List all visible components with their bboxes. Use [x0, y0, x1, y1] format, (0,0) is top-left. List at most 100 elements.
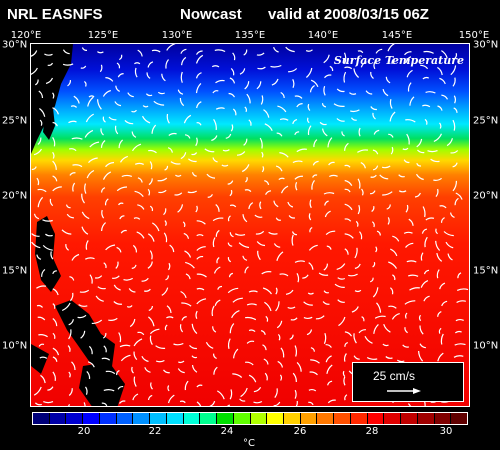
current-vector — [134, 62, 141, 65]
current-vector — [71, 137, 83, 140]
current-vector — [435, 228, 438, 235]
lon-label-135: 135°E — [234, 30, 266, 41]
current-vector — [168, 132, 177, 136]
lon-label-150: 150°E — [458, 30, 490, 41]
current-vector — [358, 329, 366, 334]
current-vector — [157, 91, 165, 95]
current-vector — [288, 215, 296, 219]
colorbar-tick-26: 26 — [293, 426, 307, 437]
current-vector — [148, 178, 153, 186]
current-vector — [311, 180, 315, 190]
current-vector — [85, 257, 95, 260]
current-vector — [305, 49, 313, 52]
current-vector — [136, 231, 145, 239]
current-vector — [158, 189, 167, 194]
current-vector — [455, 192, 463, 200]
current-vector — [66, 213, 74, 219]
current-vector — [343, 376, 346, 386]
current-vector — [240, 387, 248, 398]
current-vector — [453, 107, 458, 113]
current-vector — [433, 177, 442, 181]
current-vector — [326, 364, 333, 374]
current-vector — [131, 366, 134, 374]
current-vector — [72, 164, 83, 168]
current-vector — [248, 374, 257, 383]
current-vector — [354, 247, 358, 259]
current-vector — [414, 192, 421, 198]
current-vector — [239, 68, 246, 75]
current-vector — [398, 190, 407, 193]
current-vector — [242, 214, 248, 223]
current-vector — [306, 117, 310, 124]
current-vector — [323, 290, 329, 294]
current-vector — [36, 254, 42, 260]
current-vector — [31, 166, 37, 171]
current-vector — [225, 133, 232, 139]
current-vector — [81, 193, 85, 204]
current-vector — [116, 370, 120, 376]
current-vector — [69, 292, 74, 302]
current-vector — [179, 324, 184, 333]
colorbar-tick-24: 24 — [220, 426, 234, 437]
current-vector — [264, 372, 268, 381]
current-vector — [148, 316, 155, 327]
current-vector — [353, 333, 357, 344]
current-vector — [101, 402, 108, 406]
current-vector — [260, 330, 266, 335]
current-vector — [310, 79, 319, 88]
current-vector — [52, 288, 59, 296]
current-vector — [248, 119, 252, 126]
current-vector — [129, 318, 136, 328]
current-vector — [174, 192, 183, 196]
current-vector — [355, 220, 359, 227]
current-vector — [71, 361, 76, 371]
current-vector — [404, 312, 408, 319]
current-vector — [52, 107, 59, 115]
current-vector — [294, 389, 297, 399]
current-vector — [155, 359, 165, 363]
current-vector — [43, 401, 54, 404]
current-vector — [137, 204, 145, 210]
current-vector — [161, 73, 166, 82]
current-vector — [52, 356, 58, 362]
current-vector — [209, 400, 216, 406]
current-vector — [227, 242, 233, 247]
current-vector — [382, 88, 389, 97]
current-vector — [52, 270, 57, 275]
current-vector — [61, 302, 71, 312]
current-vector — [309, 199, 312, 209]
current-vector — [221, 164, 229, 167]
current-vector — [294, 175, 304, 180]
current-vector — [44, 53, 53, 56]
current-vector — [180, 152, 187, 160]
current-vector — [420, 280, 429, 288]
current-vector — [285, 289, 294, 295]
current-vector — [39, 108, 46, 117]
current-vector — [68, 120, 77, 124]
current-vector — [372, 287, 379, 298]
current-vector — [294, 345, 298, 357]
current-vector — [255, 230, 265, 235]
current-vector — [348, 273, 358, 277]
current-vector — [134, 67, 138, 78]
current-vector — [441, 94, 449, 100]
current-vector — [87, 361, 95, 368]
lon-label-125: 125°E — [87, 30, 119, 41]
current-vector — [354, 289, 362, 293]
current-vector — [141, 277, 149, 282]
current-vector — [229, 77, 236, 84]
current-vector — [183, 114, 192, 124]
current-vector — [179, 400, 186, 404]
colorbar-segment — [334, 413, 351, 424]
current-vector — [439, 205, 447, 209]
colorbar-segment — [99, 413, 117, 424]
current-vector — [68, 319, 74, 326]
current-vector — [405, 242, 414, 248]
current-vector — [196, 298, 207, 305]
current-vector — [279, 152, 289, 158]
current-vector — [440, 217, 445, 223]
current-vector — [329, 65, 334, 72]
current-vector — [257, 250, 261, 261]
current-vector — [253, 400, 263, 404]
current-vector — [439, 77, 446, 85]
